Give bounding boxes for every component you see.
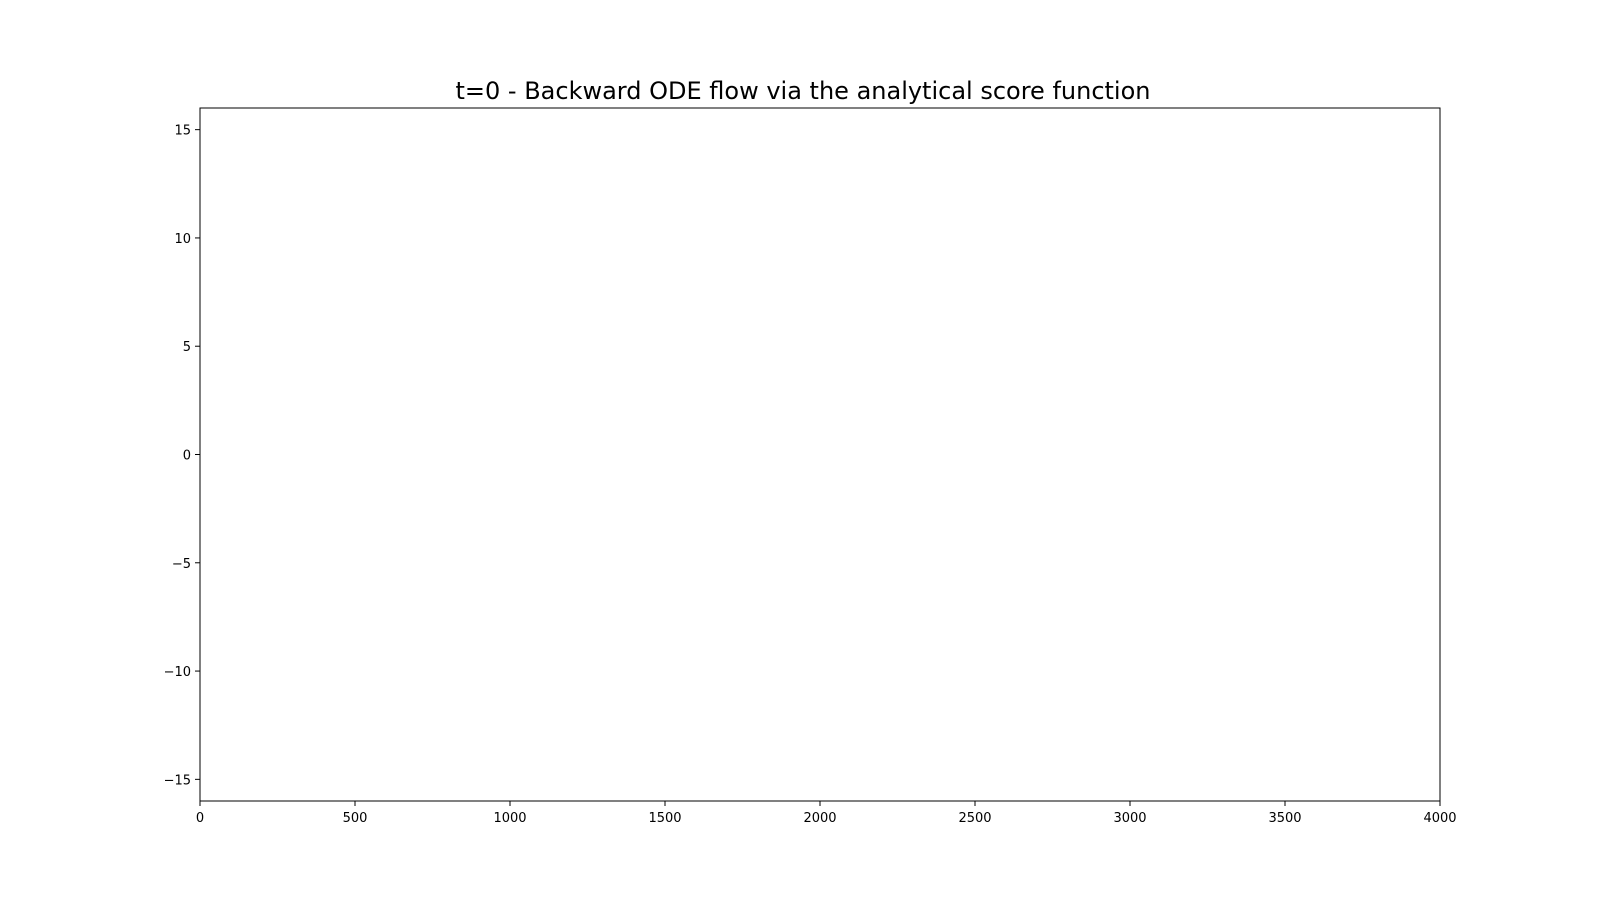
x-tick-label: 2000 bbox=[803, 811, 836, 826]
chart-title: t=0 - Backward ODE flow via the analytic… bbox=[456, 77, 1151, 105]
y-tick-label: 10 bbox=[174, 232, 191, 247]
x-tick-label: 1500 bbox=[648, 811, 681, 826]
x-tick-label: 3500 bbox=[1268, 811, 1301, 826]
y-tick-label: −10 bbox=[164, 665, 191, 680]
y-axis: 15 10 5 0 −5 −10 −15 bbox=[164, 124, 200, 788]
y-tick-label: 15 bbox=[174, 124, 191, 139]
x-tick-label: 2500 bbox=[958, 811, 991, 826]
y-tick-label: −15 bbox=[164, 773, 191, 788]
x-tick-label: 0 bbox=[196, 811, 204, 826]
x-tick-label: 3000 bbox=[1113, 811, 1146, 826]
plot-area bbox=[199, 107, 1441, 802]
x-tick-label: 1000 bbox=[493, 811, 526, 826]
x-tick-label: 500 bbox=[343, 811, 368, 826]
y-tick-label: −5 bbox=[172, 557, 191, 572]
y-tick-label: 0 bbox=[183, 449, 191, 464]
x-tick-label: 4000 bbox=[1423, 811, 1456, 826]
y-tick-label: 5 bbox=[183, 340, 191, 355]
x-axis: 0 500 1000 1500 2000 2500 3000 3500 4000 bbox=[196, 801, 1457, 826]
